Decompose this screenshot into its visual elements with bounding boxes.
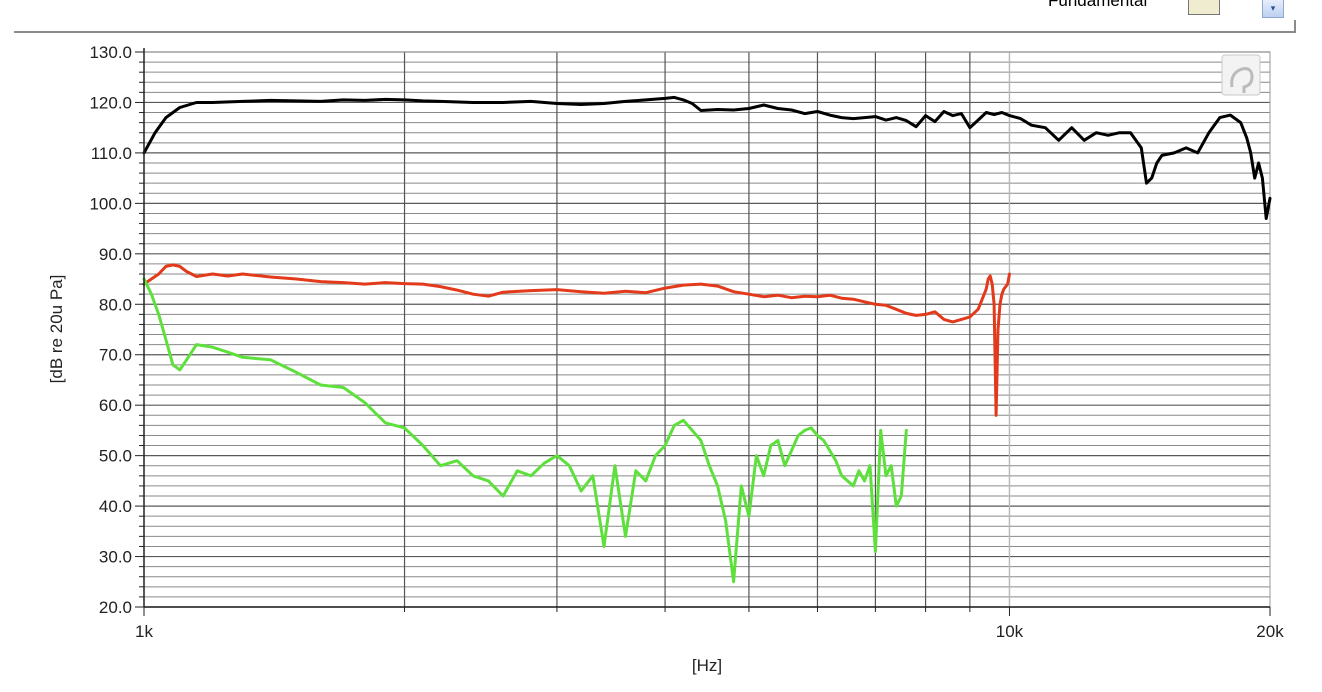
legend-label: Fundamental — [1048, 0, 1148, 10]
grid-layer — [143, 51, 1271, 608]
legend-dropdown-button[interactable]: ▾ — [1262, 0, 1284, 18]
y-tick-label: 20.0 — [99, 598, 132, 617]
y-tick-label: 80.0 — [99, 295, 132, 314]
y-tick-label: 40.0 — [99, 497, 132, 516]
legend-plot-swatch[interactable] — [1188, 0, 1220, 15]
y-tick-label: 60.0 — [99, 396, 132, 415]
x-tick-label: 20k — [1256, 622, 1284, 641]
x-axis-label: [Hz] — [692, 656, 722, 675]
x-tick-label: 1k — [135, 622, 153, 641]
y-tick-label: 130.0 — [89, 43, 132, 62]
series-line-3 — [142, 277, 908, 584]
y-tick-label: 30.0 — [99, 548, 132, 567]
series-line-2 — [142, 263, 1011, 417]
x-tick-label: 10k — [996, 622, 1024, 641]
plot-tools-icon[interactable] — [1221, 54, 1261, 96]
panel-right-border — [1294, 20, 1296, 33]
panel-top-border — [14, 31, 1296, 33]
y-axis-label: [dB re 20u Pa] — [47, 275, 66, 384]
plot-tools-icon-frame — [1221, 54, 1261, 96]
y-tick-label: 70.0 — [99, 346, 132, 365]
plot-tools-icon-glyph — [1230, 67, 1254, 93]
y-tick-label: 110.0 — [91, 144, 132, 163]
y-tick-label: 120.0 — [89, 93, 132, 112]
y-tick-label: 90.0 — [99, 245, 132, 264]
y-tick-label: 50.0 — [99, 447, 132, 466]
axes-layer: 20.0 30.0 40.0 50.0 60.0 70.0 80.0 90.0 100.0 110… — [89, 43, 1284, 641]
y-tick-label: 100.0 — [89, 194, 132, 213]
series-layer — [142, 95, 1272, 584]
series-line-1 — [142, 95, 1272, 220]
